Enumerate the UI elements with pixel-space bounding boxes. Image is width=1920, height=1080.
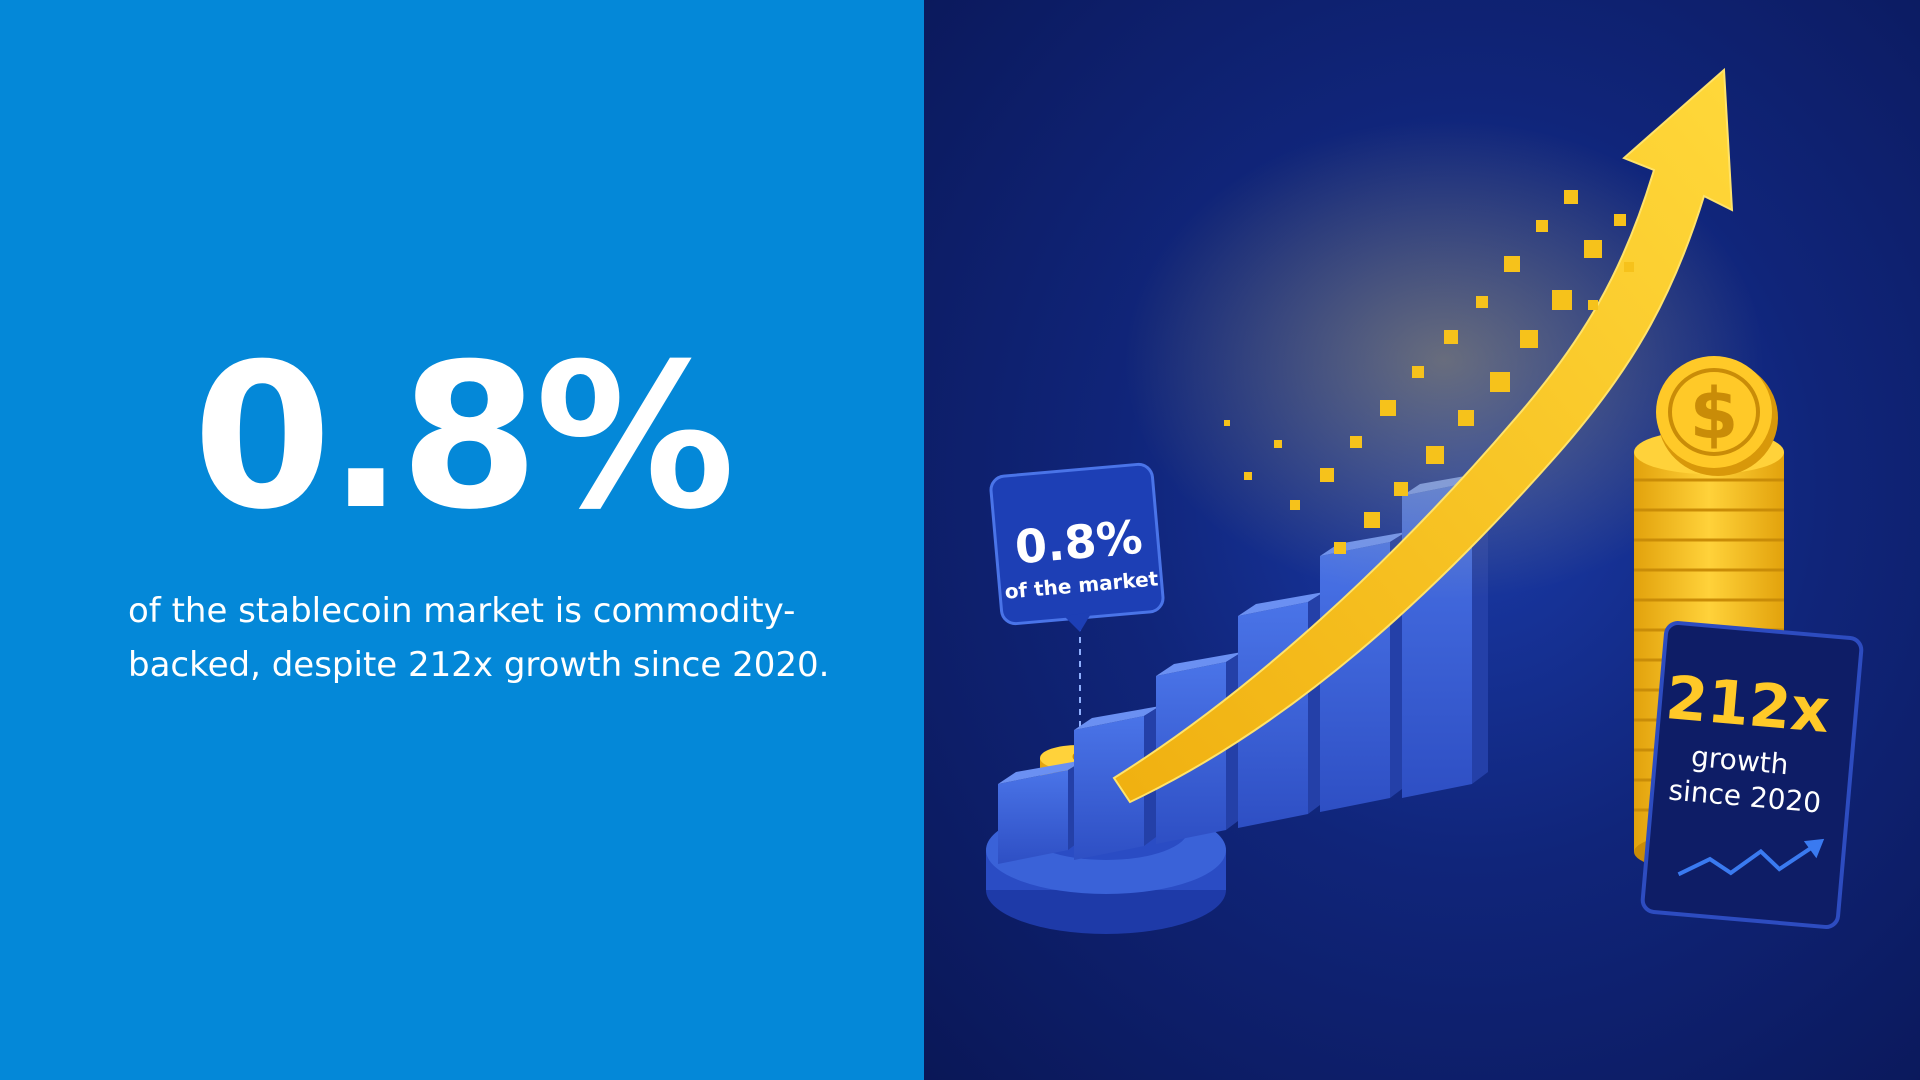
top-coin: $ bbox=[1656, 356, 1778, 476]
trend-line-icon bbox=[1677, 846, 1813, 877]
arrow-glow bbox=[1124, 120, 1764, 600]
growth-illustration: $ 0.8% of the market bbox=[924, 0, 1920, 1080]
growth-arrow bbox=[1112, 67, 1734, 804]
stat-caption-line-2: backed, despite 212x growth since 2020. bbox=[128, 645, 830, 685]
growth-card: 212x growth since 2020 bbox=[1640, 621, 1864, 929]
growth-value: 212x bbox=[1663, 663, 1832, 747]
bubble-value: 0.8% bbox=[1013, 510, 1145, 575]
stat-caption: of the stablecoin market is commodity- b… bbox=[128, 584, 888, 692]
market-share-bubble: 0.8% of the market bbox=[989, 462, 1165, 632]
trend-arrowhead-icon bbox=[1803, 838, 1825, 859]
stat-value: 0.8% bbox=[192, 321, 736, 554]
stat-caption-line-1: of the stablecoin market is commodity- bbox=[128, 591, 796, 631]
growth-illustration-svg: $ 0.8% of the market bbox=[986, 67, 1864, 934]
stat-panel: 0.8% of the stablecoin market is commodi… bbox=[0, 0, 924, 1080]
gold-particles bbox=[1224, 190, 1634, 554]
top-coin-dollar-icon: $ bbox=[1690, 373, 1739, 455]
